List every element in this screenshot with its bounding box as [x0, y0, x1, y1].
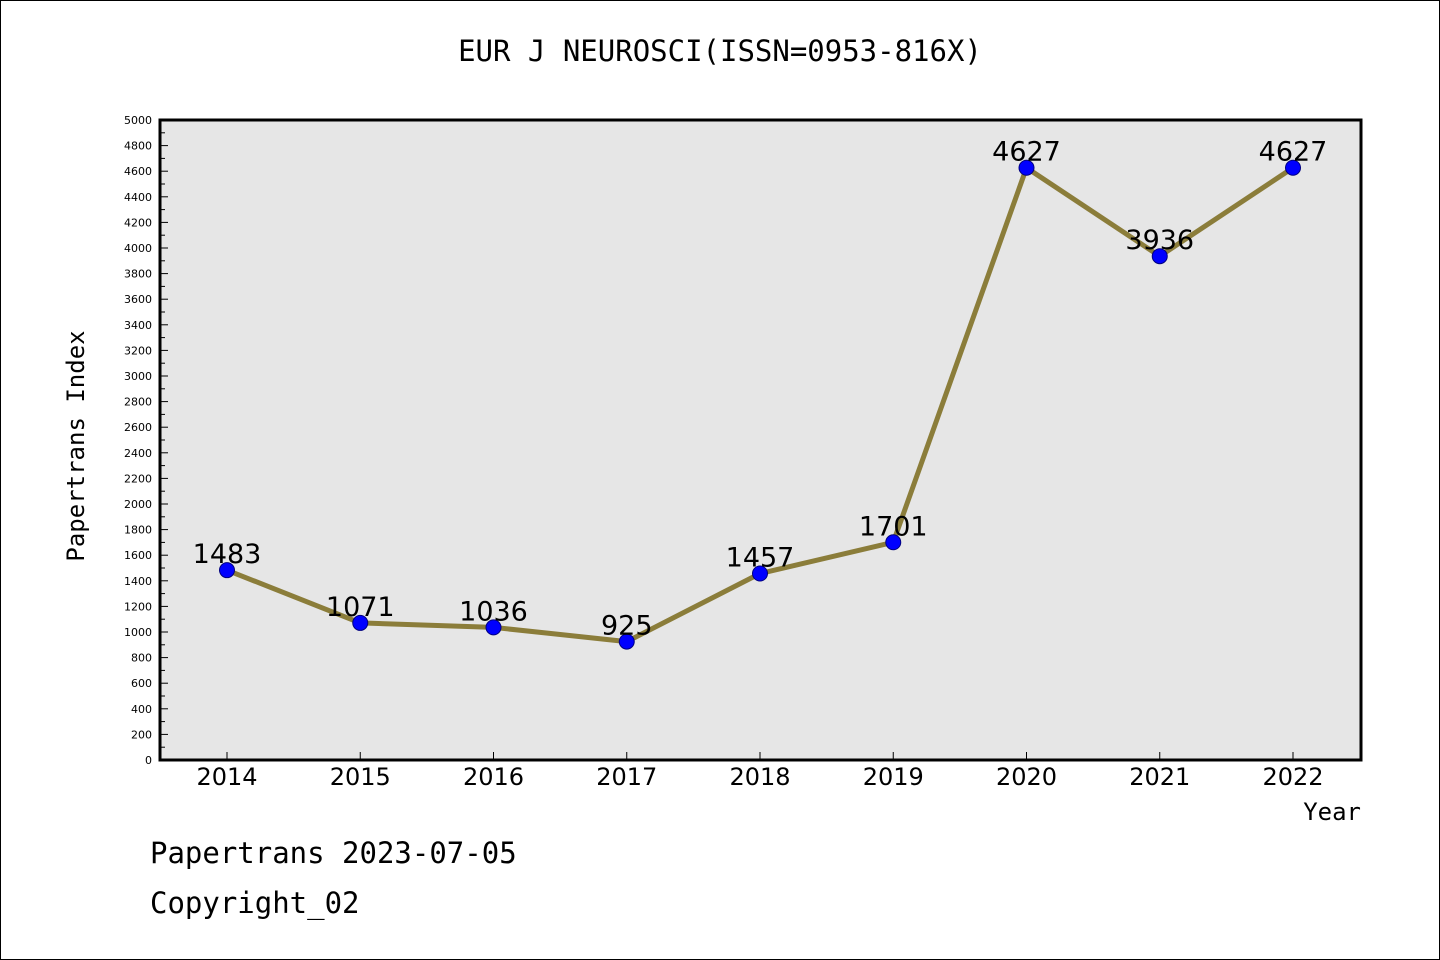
y-tick-label: 1200: [124, 600, 152, 613]
data-point: [485, 619, 502, 636]
footer-copyright: Copyright_02: [150, 886, 360, 920]
data-point: [219, 562, 235, 579]
y-tick-label: 1400: [124, 575, 152, 588]
data-label: 1036: [459, 596, 528, 627]
data-point: [1151, 248, 1168, 265]
y-tick-label: 4400: [124, 191, 152, 204]
data-point: [752, 565, 768, 582]
x-tick-label: 2018: [729, 763, 790, 791]
x-axis-label: Year: [1303, 798, 1361, 826]
chart-title: EUR J NEUROSCI(ISSN=0953-816X): [458, 34, 982, 68]
x-tick-label: 2016: [463, 763, 524, 791]
y-tick-label: 5000: [124, 114, 152, 127]
y-tick-label: 3400: [124, 319, 152, 332]
x-tick-label: 2014: [196, 763, 257, 791]
x-tick-label: 2020: [996, 763, 1057, 791]
y-tick-label: 0: [145, 754, 152, 767]
y-tick-label: 1000: [124, 626, 152, 639]
data-label: 4627: [1259, 137, 1328, 168]
x-tick-label: 2015: [330, 763, 391, 791]
data-label: 925: [601, 611, 653, 642]
data-point: [1018, 159, 1035, 176]
y-tick-label: 200: [131, 728, 152, 741]
x-tick-label: 2022: [1262, 763, 1323, 791]
data-label: 3936: [1125, 225, 1194, 256]
data-point: [352, 614, 369, 631]
y-axis-label: Papertrans Index: [62, 330, 90, 561]
data-point: [885, 534, 902, 551]
y-tick-label: 3000: [124, 370, 152, 383]
y-tick-label: 4200: [124, 216, 152, 229]
y-tick-label: 400: [131, 703, 152, 716]
y-tick-label: 3200: [124, 344, 152, 357]
plot-area: [160, 120, 1361, 760]
data-label: 1071: [326, 592, 395, 623]
y-tick-label: 600: [131, 677, 152, 690]
x-tick-label: 2017: [596, 763, 657, 791]
y-tick-label: 2000: [124, 498, 152, 511]
data-label: 1457: [726, 543, 795, 574]
y-tick-label: 2200: [124, 472, 152, 485]
data-label: 1701: [859, 511, 928, 542]
x-tick-label: 2019: [863, 763, 924, 791]
y-tick-label: 4000: [124, 242, 152, 255]
footer-date: Papertrans 2023-07-05: [150, 836, 517, 870]
y-tick-label: 2800: [124, 396, 152, 409]
data-point: [1285, 159, 1301, 176]
data-point: [618, 633, 635, 650]
y-tick-label: 2400: [124, 447, 152, 460]
data-label: 4627: [992, 137, 1061, 168]
y-tick-label: 1800: [124, 524, 152, 537]
y-tick-label: 4600: [124, 165, 152, 178]
y-tick-label: 2600: [124, 421, 152, 434]
plot-border: [158, 118, 1363, 762]
y-tick-label: 3600: [124, 293, 152, 306]
y-tick-label: 1600: [124, 549, 152, 562]
data-label: 1483: [193, 539, 262, 570]
x-tick-label: 2021: [1129, 763, 1190, 791]
y-tick-label: 800: [131, 652, 152, 665]
y-tick-label: 3800: [124, 268, 152, 281]
y-tick-label: 4800: [124, 140, 152, 153]
